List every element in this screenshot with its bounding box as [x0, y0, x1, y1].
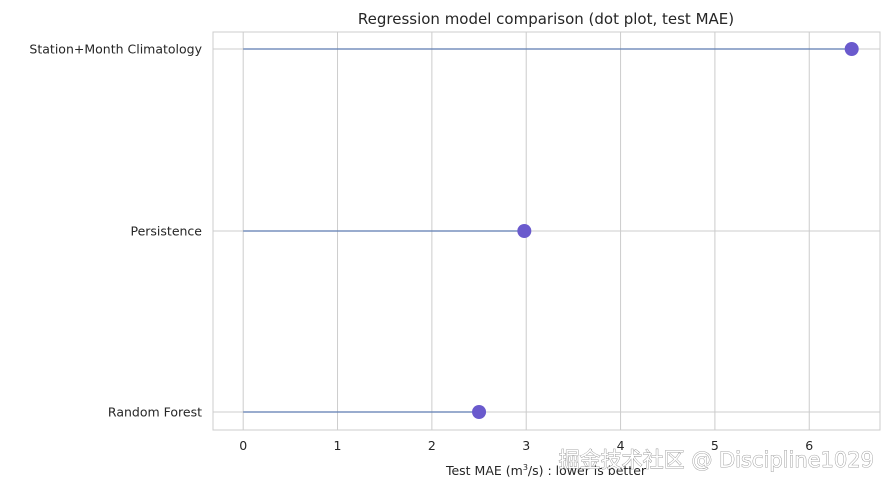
x-tick-label: 3 [522, 438, 530, 453]
x-tick-label: 4 [617, 438, 625, 453]
plot-area: 0 1 2 3 4 5 6 Station+Month Climatology Persiste… [29, 31, 881, 453]
watermark-text: 掘金技术社区 @ Discipline1029 [559, 448, 874, 472]
x-tick-label: 1 [334, 438, 342, 453]
data-dot [844, 42, 859, 56]
y-tick-label: Persistence [131, 224, 203, 239]
y-tick-label: Station+Month Climatology [29, 42, 202, 57]
chart-title: Regression model comparison (dot plot, t… [358, 10, 734, 28]
x-tick-label: 0 [239, 438, 247, 453]
x-tick-label: 2 [428, 438, 436, 453]
y-tick-label: Random Forest [108, 405, 202, 420]
x-tick-label: 5 [711, 438, 719, 453]
x-axis-label: Test MAE (m3/s) : lower is better [445, 463, 647, 478]
data-dot [472, 405, 487, 419]
plot-frame [212, 31, 881, 431]
data-dot [517, 224, 532, 238]
x-tick-label: 6 [805, 438, 813, 453]
